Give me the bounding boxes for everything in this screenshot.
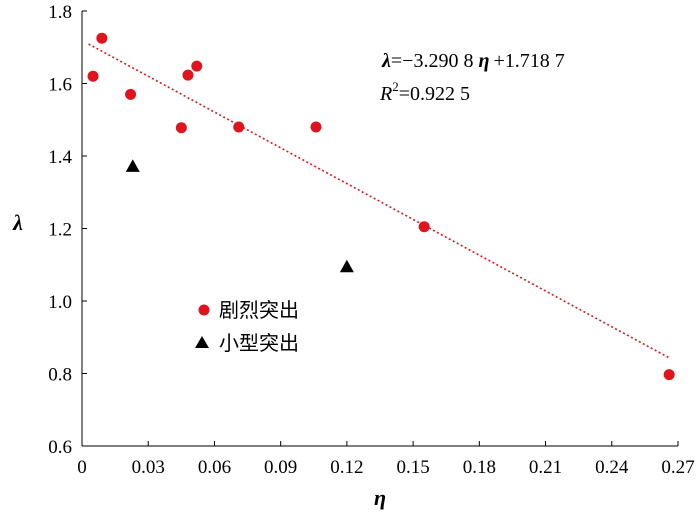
axes	[81, 11, 678, 447]
x-tick-label: 0.09	[264, 457, 297, 478]
data-point-circle	[87, 70, 99, 82]
y-tick-label: 1.8	[48, 2, 72, 23]
legend-label-series-2: 小型突出	[219, 331, 299, 355]
r2-value: =0.922 5	[399, 83, 470, 105]
x-tick-label: 0.18	[463, 457, 496, 478]
data-point-circle	[310, 121, 322, 133]
data-points	[87, 32, 675, 381]
data-point-circle	[233, 121, 245, 133]
data-point-triangle	[339, 259, 354, 273]
data-point-circle	[191, 60, 203, 72]
legend-marker-circle	[198, 304, 210, 316]
regression-equation: λ=−3.290 8 η +1.718 7 R2=0.922 5	[379, 50, 565, 105]
y-tick-label: 0.6	[48, 437, 72, 458]
x-tick-label: 0.06	[198, 457, 231, 478]
equation-tail: +1.718 7	[493, 50, 564, 72]
legend-marker-triangle	[195, 336, 209, 348]
svg-text:R2=0.922 5: R2=0.922 5	[379, 79, 470, 105]
y-ticks: 0.6 0.8 1.0 1.2 1.4 1.6 1.8	[48, 2, 87, 458]
legend: 剧烈突出 小型突出	[195, 298, 299, 355]
data-point-circle	[96, 32, 108, 44]
data-point-circle	[418, 221, 430, 233]
y-tick-label: 1.4	[48, 147, 72, 168]
r2-superscript: 2	[392, 79, 399, 94]
equation-lambda: λ	[381, 50, 391, 72]
trendline	[88, 43, 670, 359]
y-axis-title: λ	[12, 210, 23, 235]
legend-label-series-1: 剧烈突出	[219, 298, 299, 322]
x-tick-label: 0.21	[529, 457, 562, 478]
y-tick-label: 1.6	[48, 75, 72, 96]
data-point-circle	[175, 122, 187, 134]
y-tick-label: 1.2	[48, 220, 72, 241]
x-tick-label: 0.27	[661, 457, 694, 478]
equation-eta: η	[478, 50, 489, 72]
data-point-circle	[663, 369, 675, 381]
equation-body: =−3.290 8	[391, 50, 474, 72]
y-tick-label: 0.8	[48, 365, 72, 386]
x-tick-label: 0.24	[595, 457, 629, 478]
x-tick-label: 0.15	[396, 457, 429, 478]
r2-label: R	[379, 83, 392, 105]
y-tick-label: 1.0	[48, 292, 72, 313]
data-point-triangle	[125, 159, 140, 172]
svg-text:λ=−3.290 8η+1.718 7: λ=−3.290 8 η +1.718 7	[381, 50, 565, 72]
x-tick-label: 0.12	[330, 457, 363, 478]
data-point-circle	[182, 69, 194, 81]
x-tick-label: 0	[77, 457, 87, 478]
x-tick-label: 0.03	[132, 457, 165, 478]
x-axis-title: η	[374, 485, 386, 510]
data-point-circle	[125, 88, 137, 100]
x-ticks: 0 0.03 0.06 0.09 0.12 0.15 0.18 0.21 0.24 0.27	[77, 441, 695, 478]
